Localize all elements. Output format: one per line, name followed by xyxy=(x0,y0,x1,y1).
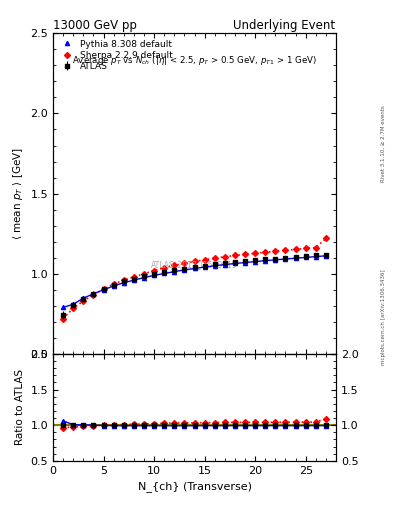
Pythia 8.308 default xyxy=(141,274,146,281)
Sherpa 2.2.9 default xyxy=(91,291,96,297)
Pythia 8.308 default xyxy=(182,267,187,273)
Line: Pythia 8.308 default: Pythia 8.308 default xyxy=(61,254,328,310)
Sherpa 2.2.9 default xyxy=(273,248,278,254)
Sherpa 2.2.9 default xyxy=(243,251,248,258)
Text: Rivet 3.1.10, ≥ 2.7M events: Rivet 3.1.10, ≥ 2.7M events xyxy=(381,105,386,182)
Pythia 8.308 default xyxy=(121,280,126,286)
Pythia 8.308 default xyxy=(233,261,237,267)
Text: 13000 GeV pp: 13000 GeV pp xyxy=(53,19,137,32)
Sherpa 2.2.9 default xyxy=(111,281,116,287)
Pythia 8.308 default xyxy=(293,255,298,261)
Sherpa 2.2.9 default xyxy=(253,250,257,257)
Pythia 8.308 default xyxy=(202,264,207,270)
Legend: Pythia 8.308 default, Sherpa 2.2.9 default, ATLAS: Pythia 8.308 default, Sherpa 2.2.9 defau… xyxy=(57,38,175,73)
Sherpa 2.2.9 default xyxy=(182,260,187,266)
Sherpa 2.2.9 default xyxy=(121,277,126,283)
Sherpa 2.2.9 default xyxy=(61,315,66,322)
Text: Underlying Event: Underlying Event xyxy=(233,19,336,32)
Pythia 8.308 default xyxy=(303,254,308,261)
Sherpa 2.2.9 default xyxy=(263,249,268,255)
Pythia 8.308 default xyxy=(91,291,96,297)
Pythia 8.308 default xyxy=(222,262,227,268)
Sherpa 2.2.9 default xyxy=(101,286,106,292)
Sherpa 2.2.9 default xyxy=(172,262,177,268)
Pythia 8.308 default xyxy=(243,260,248,266)
Pythia 8.308 default xyxy=(61,304,66,310)
Pythia 8.308 default xyxy=(283,256,288,262)
Text: mcplots.cern.ch [arXiv:1306.3436]: mcplots.cern.ch [arXiv:1306.3436] xyxy=(381,270,386,365)
Pythia 8.308 default xyxy=(162,270,167,276)
Pythia 8.308 default xyxy=(101,287,106,293)
Pythia 8.308 default xyxy=(253,259,257,265)
Sherpa 2.2.9 default xyxy=(314,245,318,251)
Pythia 8.308 default xyxy=(192,265,197,271)
Sherpa 2.2.9 default xyxy=(81,298,86,304)
Sherpa 2.2.9 default xyxy=(71,305,75,311)
Sherpa 2.2.9 default xyxy=(192,259,197,265)
Pythia 8.308 default xyxy=(71,301,75,307)
Pythia 8.308 default xyxy=(81,295,86,301)
Sherpa 2.2.9 default xyxy=(141,271,146,277)
Sherpa 2.2.9 default xyxy=(222,253,227,260)
Pythia 8.308 default xyxy=(212,263,217,269)
Sherpa 2.2.9 default xyxy=(132,274,136,280)
Pythia 8.308 default xyxy=(323,253,328,259)
Pythia 8.308 default xyxy=(152,272,156,279)
Y-axis label: Ratio to ATLAS: Ratio to ATLAS xyxy=(15,369,25,445)
Sherpa 2.2.9 default xyxy=(202,257,207,263)
Sherpa 2.2.9 default xyxy=(162,265,167,271)
Sherpa 2.2.9 default xyxy=(293,246,298,252)
Y-axis label: $\langle$ mean $p_T$ $\rangle$ [GeV]: $\langle$ mean $p_T$ $\rangle$ [GeV] xyxy=(11,147,25,240)
Sherpa 2.2.9 default xyxy=(323,236,328,242)
Pythia 8.308 default xyxy=(132,277,136,283)
Pythia 8.308 default xyxy=(111,283,116,289)
Sherpa 2.2.9 default xyxy=(212,255,217,261)
Sherpa 2.2.9 default xyxy=(303,245,308,251)
Pythia 8.308 default xyxy=(263,258,268,264)
Text: ATLAS_2017_I1509919: ATLAS_2017_I1509919 xyxy=(151,260,238,269)
Text: Average $p_T$ vs $N_{ch}$ ($|\eta|$ < 2.5, $p_T$ > 0.5 GeV, $p_{T1}$ > 1 GeV): Average $p_T$ vs $N_{ch}$ ($|\eta|$ < 2.… xyxy=(72,54,317,67)
Line: Sherpa 2.2.9 default: Sherpa 2.2.9 default xyxy=(61,237,328,321)
Pythia 8.308 default xyxy=(273,257,278,263)
Pythia 8.308 default xyxy=(314,253,318,260)
X-axis label: N_{ch} (Transverse): N_{ch} (Transverse) xyxy=(138,481,252,492)
Pythia 8.308 default xyxy=(172,269,177,275)
Sherpa 2.2.9 default xyxy=(283,247,288,253)
Sherpa 2.2.9 default xyxy=(152,267,156,273)
Sherpa 2.2.9 default xyxy=(233,252,237,259)
